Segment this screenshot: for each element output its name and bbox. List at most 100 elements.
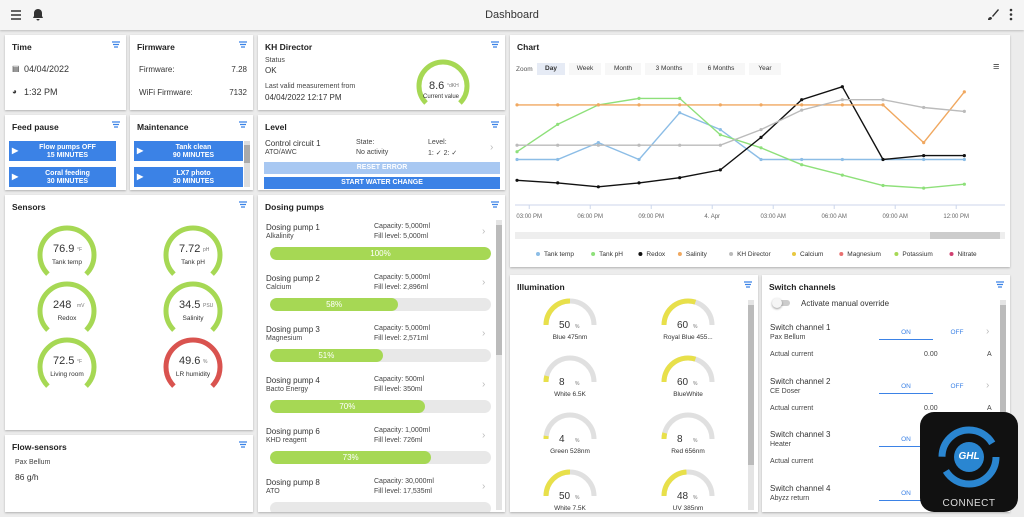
button-duration: 30 MINUTES [46, 178, 89, 185]
data-point [637, 157, 641, 162]
zoom-button[interactable]: 6 Months [697, 63, 745, 75]
progress-fill [270, 247, 491, 260]
zoom-button[interactable]: 3 Months [645, 63, 693, 75]
scroll-thumb [1000, 305, 1006, 415]
progress-fill [270, 349, 383, 362]
gauge-arc [163, 225, 223, 276]
off-button[interactable]: OFF [950, 382, 964, 390]
reset-button[interactable]: RESET ERROR [264, 162, 500, 174]
on-button[interactable]: ON [879, 490, 933, 501]
status: OK [265, 66, 277, 75]
current-label: Actual current [770, 458, 814, 465]
card-menu[interactable] [491, 121, 499, 128]
action-button[interactable]: ▶ Flow pumps OFF 15 MINUTES [9, 141, 116, 161]
data-point [515, 178, 519, 182]
light-name: BlueWhite [673, 391, 703, 398]
light-name: Blue 475nm [552, 334, 588, 341]
zoom-button[interactable]: Day [537, 63, 565, 75]
data-point [718, 168, 722, 172]
pump-name: Dosing pump 8 [266, 478, 320, 487]
action-button[interactable]: ▶ LX7 photo 30 MINUTES [134, 167, 243, 187]
legend-label: Tank temp [544, 251, 574, 258]
card-menu[interactable] [996, 281, 1004, 288]
more-icon[interactable] [1008, 8, 1014, 21]
card-menu[interactable] [239, 441, 247, 448]
pump-capacity: Capacity: 5,000ml [374, 274, 431, 281]
card-menu[interactable] [491, 41, 499, 48]
legend-marker [839, 252, 844, 256]
series-line [517, 99, 965, 146]
card-title: Dosing pumps [265, 202, 325, 212]
pump-label: Bacto Energy [266, 386, 309, 393]
light-value: 48 [677, 491, 689, 502]
zoom-button[interactable]: Week [569, 63, 601, 75]
water-change-button[interactable]: START WATER CHANGE [264, 177, 500, 189]
menu-icon[interactable] [10, 9, 22, 21]
data-point [922, 157, 926, 162]
off-button[interactable]: OFF [950, 329, 964, 336]
chevron: › [482, 226, 486, 237]
sensor-name: LR humidity [175, 371, 211, 378]
light-unit: % [693, 381, 698, 387]
sensor-unit: % [203, 359, 208, 365]
bell-icon[interactable] [32, 8, 44, 21]
light-unit: % [575, 381, 580, 387]
sensor-unit: PSU [203, 303, 214, 309]
card-menu[interactable] [239, 41, 247, 48]
gauge-fill [543, 375, 550, 383]
sensor-gauges [37, 225, 223, 388]
gauge-fill [543, 298, 571, 326]
data-point [556, 181, 560, 185]
card-menu[interactable] [239, 121, 247, 128]
zoom-button[interactable]: Year [749, 63, 781, 75]
light-unit: % [693, 438, 698, 444]
zoom-label: Zoom [516, 66, 533, 73]
sensor-value: 7.72 [179, 243, 201, 255]
data-point [515, 157, 519, 162]
data-point [922, 141, 926, 145]
card-menu[interactable] [491, 201, 499, 208]
action-button[interactable]: ▶ Coral feeding 30 MINUTES [9, 167, 116, 187]
channel-name: Switch channel 2 [770, 376, 831, 386]
logo-core [954, 442, 984, 472]
card-menu[interactable] [239, 201, 247, 208]
zoom-button[interactable]: Month [605, 63, 641, 75]
firmware-value: 7132 [229, 88, 247, 97]
data-point [962, 157, 966, 162]
gauge-arc [37, 281, 97, 332]
light-name: UV 385nm [672, 505, 704, 512]
sensor-name: Tank pH [181, 259, 205, 266]
chevron: › [986, 379, 990, 391]
data-point [800, 108, 804, 112]
on-button[interactable]: ON [879, 329, 933, 340]
on-button[interactable]: ON [879, 383, 933, 394]
x-tick-label: 09:00 PM [638, 214, 664, 220]
pump-capacity: Capacity: 30,000ml [374, 478, 434, 485]
legend-label: Redox [646, 251, 666, 258]
sensor-unit: mV [77, 303, 85, 309]
card-menu[interactable] [112, 121, 120, 128]
last-measurement: 04/04/2022 12:17 PM [265, 93, 342, 102]
card-menu[interactable] [744, 281, 752, 288]
data-point [962, 182, 966, 186]
sensor-name: Pax Bellum [15, 459, 51, 466]
light-value: 60 [677, 320, 689, 331]
on-button[interactable]: ON [879, 436, 933, 447]
toggle[interactable] [774, 300, 790, 306]
pump-fill: Fill level: 350ml [374, 386, 423, 393]
mode: ATO/AWC [265, 149, 297, 156]
card-menu[interactable] [112, 41, 120, 48]
brush-icon[interactable] [986, 8, 999, 21]
data-point [840, 85, 844, 89]
maintenance-card: Maintenance ▶ Tank clean 90 MINUTES ▶ LX7 pho… [130, 115, 253, 190]
legend-marker [536, 252, 540, 256]
action-button[interactable]: ▶ Tank clean 90 MINUTES [134, 141, 243, 161]
channel-name: Switch channel 4 [770, 483, 831, 493]
data-point [718, 103, 722, 107]
button-duration: 90 MINUTES [172, 152, 215, 159]
series-line [517, 91, 965, 144]
progress-label: 100% [370, 249, 391, 258]
chart-menu[interactable]: ≡ [993, 61, 1000, 73]
series-line [516, 85, 965, 188]
data-point [840, 103, 844, 107]
